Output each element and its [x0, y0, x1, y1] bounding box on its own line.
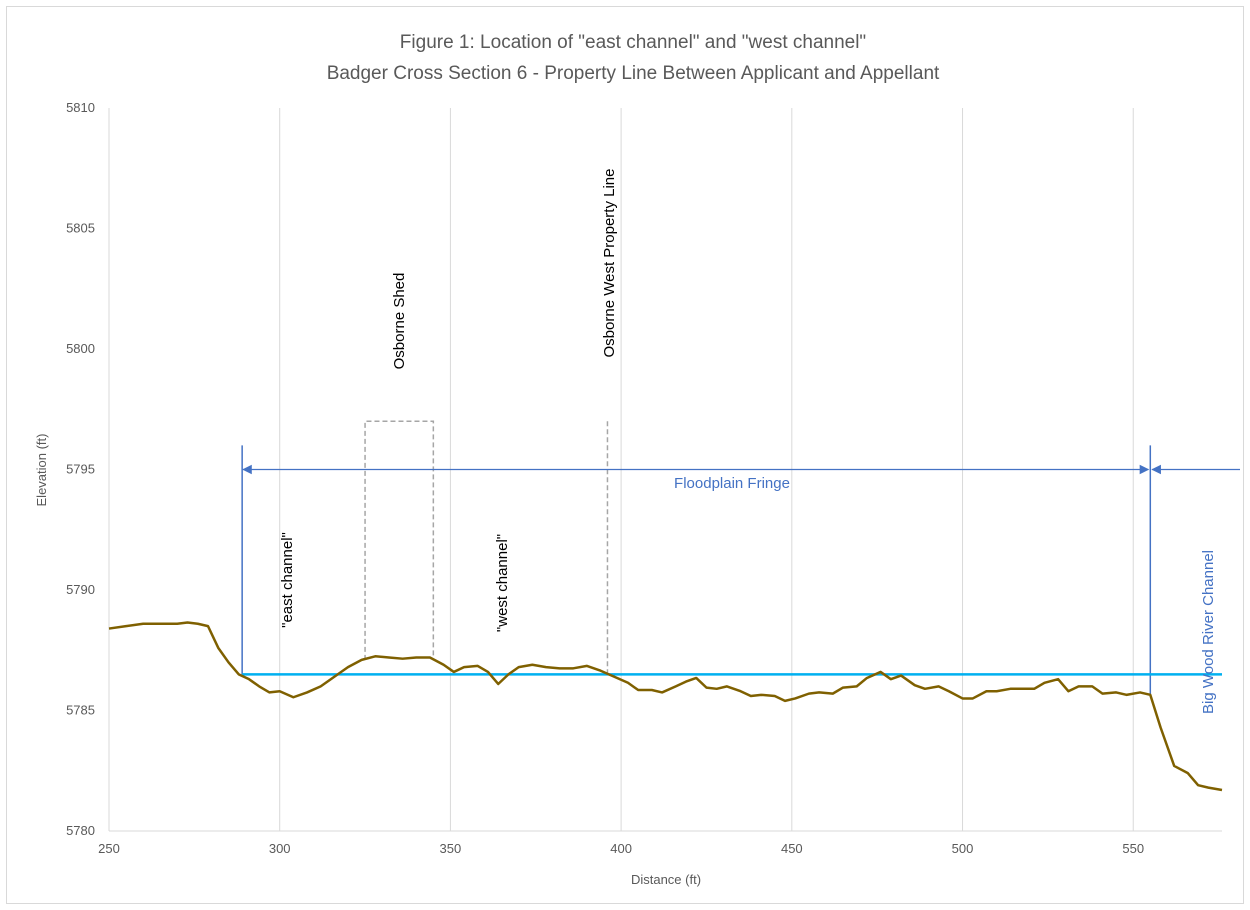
- chart-subtitle: Badger Cross Section 6 - Property Line B…: [327, 63, 940, 84]
- annotation-markers: [241, 420, 1240, 697]
- x-tick-label: 400: [610, 841, 632, 856]
- chart-frame: [6, 6, 1244, 904]
- x-tick-label: 250: [98, 841, 120, 856]
- osborne-shed-label: Osborne Shed: [391, 273, 408, 370]
- y-axis-label: Elevation (ft): [34, 434, 49, 507]
- y-tick-label: 5795: [66, 462, 95, 477]
- osborne-shed-outline: [364, 420, 435, 660]
- gridlines: [108, 108, 1222, 832]
- chart-series: [108, 621, 1223, 792]
- big-wood-river-channel-label: Big Wood River Channel: [1200, 550, 1217, 714]
- x-tick-label: 450: [781, 841, 803, 856]
- y-tick-label: 5800: [66, 341, 95, 356]
- x-tick-labels: 250 300 350 400 450 500 550: [98, 841, 1144, 856]
- osborne-property-line-label: Osborne West Property Line: [601, 169, 618, 358]
- east-channel-label: "east channel": [279, 532, 296, 628]
- y-tick-label: 5780: [66, 823, 95, 838]
- floodplain-fringe-label: Floodplain Fringe: [674, 475, 790, 492]
- x-axis-label: Distance (ft): [631, 872, 701, 887]
- y-tick-label: 5805: [66, 221, 95, 236]
- x-tick-label: 350: [440, 841, 462, 856]
- x-tick-label: 300: [269, 841, 291, 856]
- y-tick-label: 5785: [66, 703, 95, 718]
- ground-profile-line: [108, 621, 1223, 792]
- west-channel-label: "west channel": [494, 534, 511, 632]
- x-tick-label: 500: [952, 841, 974, 856]
- y-tick-label: 5810: [66, 100, 95, 115]
- x-tick-label: 550: [1122, 841, 1144, 856]
- y-tick-label: 5790: [66, 582, 95, 597]
- y-tick-labels: 5780 5785 5790 5795 5800 5805 5810: [66, 100, 95, 838]
- chart-title: Figure 1: Location of "east channel" and…: [400, 32, 866, 53]
